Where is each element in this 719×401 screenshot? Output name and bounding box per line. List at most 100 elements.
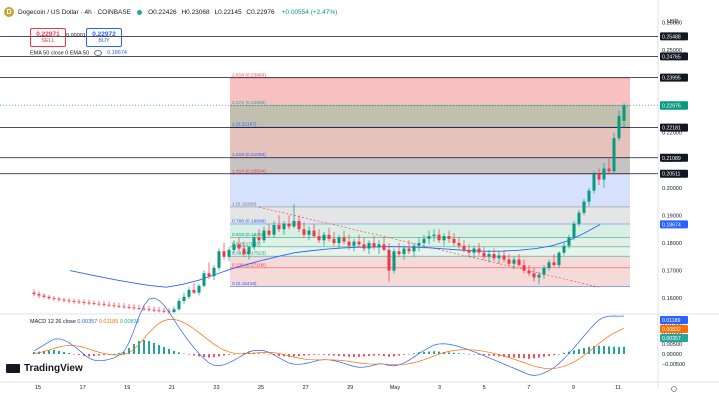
candle-body	[467, 249, 471, 253]
x-axis-tick-label: 29	[347, 385, 353, 391]
macd-histogram-bar	[448, 352, 450, 354]
ema-legend[interactable]: EMA 50 close 0 EMA 50 0.18674	[30, 50, 127, 56]
sell-price: 0.22971	[36, 30, 60, 38]
price-label-bg	[660, 153, 688, 162]
candle-body	[537, 274, 541, 278]
macd-histogram-bar	[188, 354, 190, 355]
spread-value: 0.00001	[66, 33, 86, 39]
buy-label: BUY	[98, 37, 110, 44]
macd-y-tick-label: 0.00000	[662, 352, 682, 358]
candle-body	[592, 174, 596, 191]
candle-body	[607, 168, 611, 172]
candle-body	[362, 244, 366, 249]
macd-histogram-bar	[453, 352, 455, 354]
macd-legend[interactable]: MACD 12 26 close 0.00357 0.01189 0.00832	[30, 319, 140, 325]
candle-body	[152, 309, 156, 311]
fib-level-label: 0.5 (0.17863)	[232, 241, 261, 247]
sell-button[interactable]: 0.22971 SELL	[30, 28, 66, 47]
candle-body	[602, 168, 606, 180]
y-axis-tick-label: 0.22000	[662, 131, 682, 137]
ohlc-close: C0.22976	[246, 8, 275, 16]
candle-body	[222, 251, 226, 257]
fib-band	[230, 246, 630, 257]
macd-histogram-bar	[623, 346, 625, 354]
macd-histogram-bar	[488, 354, 490, 356]
symbol-title[interactable]: Dogecoin / US Dollar · 4h · COINBASE	[18, 8, 132, 16]
candle-body	[212, 267, 216, 277]
macd-histogram-bar	[398, 354, 400, 356]
candle-body	[162, 310, 166, 312]
candle-body	[442, 236, 446, 241]
candle-body	[92, 303, 96, 304]
macd-histogram-bar	[388, 354, 390, 357]
fib-level-label: 2.272 (0.22983)	[232, 100, 266, 106]
macd-histogram-bar	[258, 353, 260, 354]
candle-body	[522, 265, 526, 271]
macd-histogram-bar	[578, 349, 580, 354]
price-label-text: 0.22976	[662, 104, 681, 110]
candle-body	[72, 300, 76, 302]
price-label-bg	[660, 123, 688, 132]
ema-value: 0.18674	[107, 50, 127, 57]
candle-body	[132, 307, 136, 309]
buy-button[interactable]: 0.22972 BUY	[86, 28, 122, 47]
y-axis-tick-label: 0.26000	[662, 20, 682, 26]
ema-50-line	[69, 224, 601, 288]
fib-band	[230, 157, 630, 174]
macd-histogram-bar	[588, 347, 590, 354]
x-axis-tick-label: 17	[80, 385, 86, 391]
candle-body	[517, 259, 521, 266]
macd-histogram-bar	[278, 354, 280, 356]
candle-body	[407, 248, 411, 252]
x-axis-tick-label: 21	[169, 385, 175, 391]
fib-level-label: 1 (0.19308)	[232, 201, 257, 207]
macd-histogram-bar	[378, 354, 380, 356]
macd-histogram-bar	[223, 354, 225, 356]
macd-y-tick-label: −0.00500	[662, 362, 685, 368]
price-label-bg	[660, 220, 688, 229]
candle-body	[292, 220, 296, 227]
candle-body	[52, 298, 56, 300]
candle-body	[347, 241, 351, 246]
candle-body	[142, 308, 146, 310]
macd-histogram-bar	[93, 354, 95, 356]
macd-histogram-bar	[423, 352, 425, 354]
fib-band	[230, 206, 630, 225]
macd-histogram-bar	[103, 354, 105, 355]
candle-body	[102, 304, 106, 306]
candle-body	[617, 116, 621, 139]
macd-histogram-bar	[318, 354, 320, 355]
candle-body	[107, 304, 111, 306]
macd-histogram-bar	[538, 354, 540, 358]
candle-body	[217, 251, 221, 268]
macd-histogram-bar	[548, 354, 550, 356]
fib-band	[230, 105, 630, 128]
macd-histogram-bar	[288, 354, 290, 357]
candle-body	[332, 238, 336, 244]
brand-name: TradingView	[24, 363, 83, 374]
signal-line	[33, 318, 625, 369]
macd-histogram-bar	[203, 354, 205, 357]
visibility-eye-icon[interactable]	[93, 50, 102, 56]
candle-body	[317, 236, 321, 241]
candle-body	[82, 302, 86, 303]
candle-body	[252, 237, 256, 248]
tradingview-logo-icon	[6, 364, 20, 373]
x-axis-tick-label: 9	[572, 385, 575, 391]
currency-label[interactable]: USD	[667, 19, 679, 25]
candle-body	[452, 238, 456, 244]
candle-body	[472, 248, 476, 253]
macd-histogram-bar	[458, 353, 460, 354]
sell-label: SELL	[41, 37, 55, 44]
macd-value-1: 0.00357	[77, 319, 98, 325]
tradingview-logo[interactable]: TradingView	[6, 363, 83, 374]
fib-level-label: 0.236 (0.17100)	[232, 262, 266, 268]
macd-histogram-bar	[88, 354, 90, 357]
macd-histogram-bar	[48, 350, 50, 354]
candle-body	[182, 296, 186, 301]
macd-histogram-bar	[323, 354, 325, 355]
candle-body	[207, 273, 211, 277]
candle-body	[247, 247, 251, 255]
macd-histogram-bar	[383, 354, 385, 356]
